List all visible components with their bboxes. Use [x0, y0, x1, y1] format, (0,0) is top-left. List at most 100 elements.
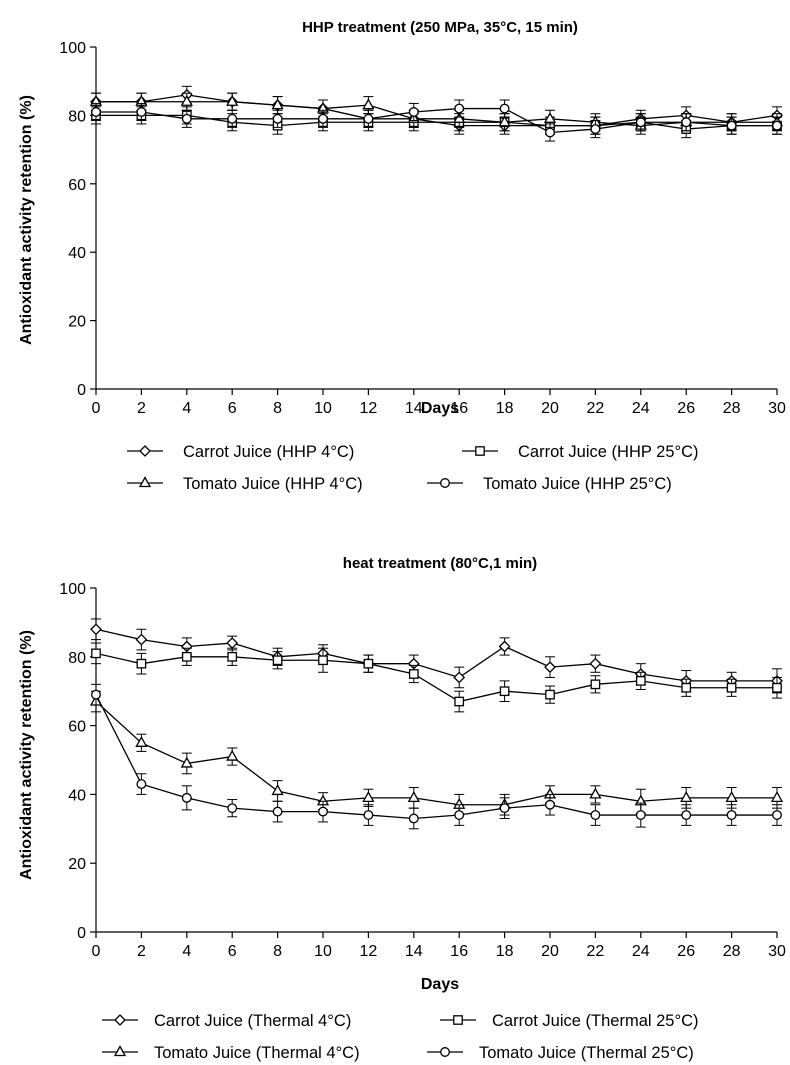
data-point-marker: [681, 117, 692, 128]
data-point-marker: [180, 94, 193, 106]
data-point-marker: [454, 696, 465, 707]
series-line: [95, 694, 777, 820]
data-point-marker: [635, 676, 646, 686]
y-tick-label: 40: [68, 245, 86, 262]
x-tick-label: 2: [137, 400, 146, 417]
data-point-marker: [772, 810, 782, 820]
x-tick-label: 30: [768, 400, 786, 417]
x-tick-label: 16: [450, 400, 468, 417]
data-point-marker: [318, 113, 328, 124]
data-point-marker: [226, 637, 239, 649]
data-point-marker: [440, 1047, 450, 1057]
x-tick-label: 20: [541, 400, 559, 417]
x-tick-label: 14: [405, 943, 423, 960]
x-tick-label: 22: [587, 943, 605, 960]
legend-label: Carrot Juice (HHP 25°C): [518, 443, 699, 461]
y-tick-label: 40: [68, 787, 86, 804]
data-point-marker: [318, 806, 328, 817]
legend-marker: [462, 446, 498, 456]
x-tick-label: 28: [723, 943, 741, 960]
legend-marker: [427, 1047, 463, 1057]
x-tick-label: 10: [314, 400, 332, 417]
data-point-marker: [138, 476, 152, 488]
x-tick-label: 4: [182, 400, 191, 417]
chart-panel-hhp: HHP treatment (250 MPa, 35°C, 15 min) An…: [18, 19, 786, 493]
data-point-marker: [544, 661, 556, 674]
legend-marker: [427, 478, 463, 488]
chart-panel-heat: heat treatment (80°C,1 min) Antioxidant …: [18, 555, 786, 1062]
data-point-marker: [454, 810, 465, 820]
series-line: [95, 628, 777, 682]
data-point-marker: [91, 689, 101, 700]
data-point-marker: [545, 689, 555, 700]
data-point-marker: [271, 784, 284, 796]
x-tick-label: 24: [632, 400, 650, 417]
y-axis-label: Antioxidant activity retention (%): [18, 95, 35, 345]
legend-label: Carrot Juice (Thermal 4°C): [154, 1012, 351, 1030]
x-tick-label: 28: [723, 400, 741, 417]
data-point-marker: [407, 791, 420, 802]
legend-marker: [102, 1045, 138, 1057]
y-tick-label: 100: [59, 40, 86, 57]
data-point-marker: [113, 1045, 127, 1057]
x-tick-label: 20: [541, 943, 559, 960]
data-point-marker: [91, 107, 101, 117]
legend-entry: Carrot Juice (Thermal 4°C): [102, 1012, 351, 1030]
x-tick-label: 26: [677, 400, 695, 417]
data-point-marker: [680, 791, 693, 802]
data-point-marker: [227, 651, 238, 662]
x-tick-label: 12: [360, 400, 378, 417]
y-tick-label: 20: [68, 856, 86, 873]
data-point-marker: [408, 669, 419, 679]
y-tick-label: 20: [68, 314, 86, 331]
data-point-marker: [453, 1015, 463, 1025]
data-point-marker: [227, 803, 238, 814]
series-diamond: [90, 618, 783, 694]
legend: Carrot Juice (HHP 4°C) Carrot Juice (HHP…: [127, 443, 699, 493]
x-tick-label: 2: [137, 943, 146, 960]
data-point-marker: [726, 810, 737, 820]
data-point-marker: [363, 810, 374, 820]
x-tick-label: 6: [228, 943, 237, 960]
data-point-marker: [726, 682, 737, 693]
x-tick-label: 30: [768, 943, 786, 960]
x-tick-label: 8: [273, 943, 282, 960]
data-point-marker: [136, 107, 147, 117]
legend-entry: Tomato Juice (HHP 25°C): [427, 475, 672, 493]
data-point-marker: [635, 810, 646, 820]
data-point-marker: [271, 98, 284, 110]
x-tick-label: 12: [360, 943, 378, 960]
x-tick-label: 6: [228, 400, 237, 417]
data-point-marker: [362, 98, 375, 110]
series-square: [91, 642, 782, 713]
legend-label: Carrot Juice (HHP 4°C): [183, 443, 354, 461]
legend-label: Tomato Juice (HHP 25°C): [483, 475, 672, 493]
legend-marker: [127, 476, 163, 488]
data-point-marker: [408, 813, 419, 824]
x-tick-label: 8: [273, 400, 282, 417]
x-tick-label: 0: [92, 400, 101, 417]
legend: Carrot Juice (Thermal 4°C) Carrot Juice …: [102, 1012, 698, 1062]
data-point-marker: [545, 799, 555, 810]
x-tick-label: 22: [587, 400, 605, 417]
series-circle: [91, 99, 782, 142]
series-circle: [91, 683, 782, 830]
y-tick-label: 80: [68, 650, 86, 667]
plot-area: [89, 618, 784, 830]
chart-title: HHP treatment (250 MPa, 35°C, 15 min): [302, 19, 578, 36]
legend-entry: Tomato Juice (HHP 4°C): [127, 475, 363, 493]
series-line: [96, 101, 777, 127]
y-tick-label: 100: [59, 581, 86, 598]
y-tick-label: 0: [77, 382, 86, 399]
x-tick-label: 4: [182, 943, 191, 960]
legend-label: Tomato Juice (Thermal 4°C): [154, 1044, 360, 1062]
legend-entry: Carrot Juice (HHP 25°C): [462, 443, 699, 461]
data-point-marker: [226, 94, 239, 106]
x-axis-label: Days: [421, 400, 459, 417]
data-point-marker: [589, 657, 602, 670]
legend-label: Tomato Juice (Thermal 25°C): [479, 1044, 694, 1062]
data-point-marker: [475, 446, 485, 456]
legend-marker: [102, 1014, 138, 1026]
